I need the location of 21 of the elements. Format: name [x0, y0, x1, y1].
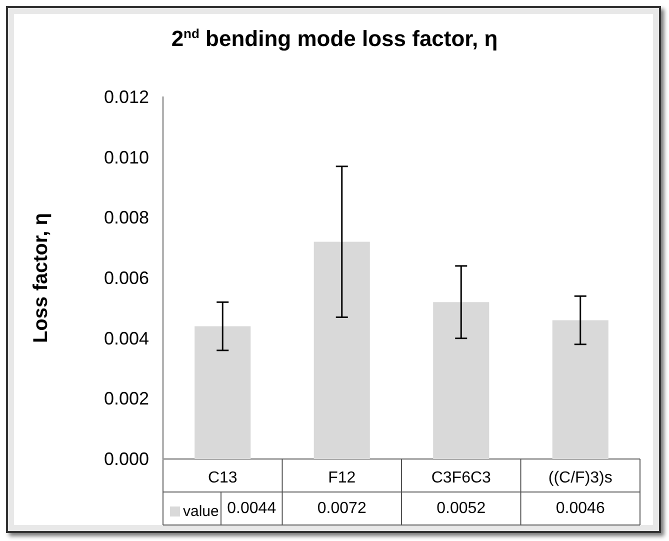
- data-label: 0.0044: [227, 500, 276, 517]
- y-tick-label: 0.008: [104, 208, 149, 228]
- bar: [433, 302, 490, 459]
- data-label: 0.0052: [436, 500, 486, 517]
- data-label: 0.0072: [317, 500, 366, 517]
- legend-label: value: [183, 503, 219, 520]
- y-tick-label: 0.004: [104, 328, 149, 348]
- x-tick-label: F12: [328, 470, 356, 486]
- y-tick-label: 0.006: [104, 268, 149, 288]
- bar: [552, 320, 608, 459]
- x-tick-label: C13: [208, 470, 238, 486]
- bar: [194, 326, 251, 459]
- y-axis-title: Loss factor, η: [30, 212, 52, 344]
- x-tick-label: C3F6C3: [431, 470, 492, 486]
- y-tick-label: 0.000: [104, 449, 149, 469]
- y-tick-label: 0.010: [104, 147, 149, 168]
- bar: [314, 242, 370, 459]
- data-label: 0.0046: [556, 500, 605, 517]
- y-tick-label: 0.002: [104, 388, 149, 409]
- x-tick-label: ((C/F)3)s: [548, 470, 612, 486]
- y-tick-label: 0.012: [104, 87, 149, 107]
